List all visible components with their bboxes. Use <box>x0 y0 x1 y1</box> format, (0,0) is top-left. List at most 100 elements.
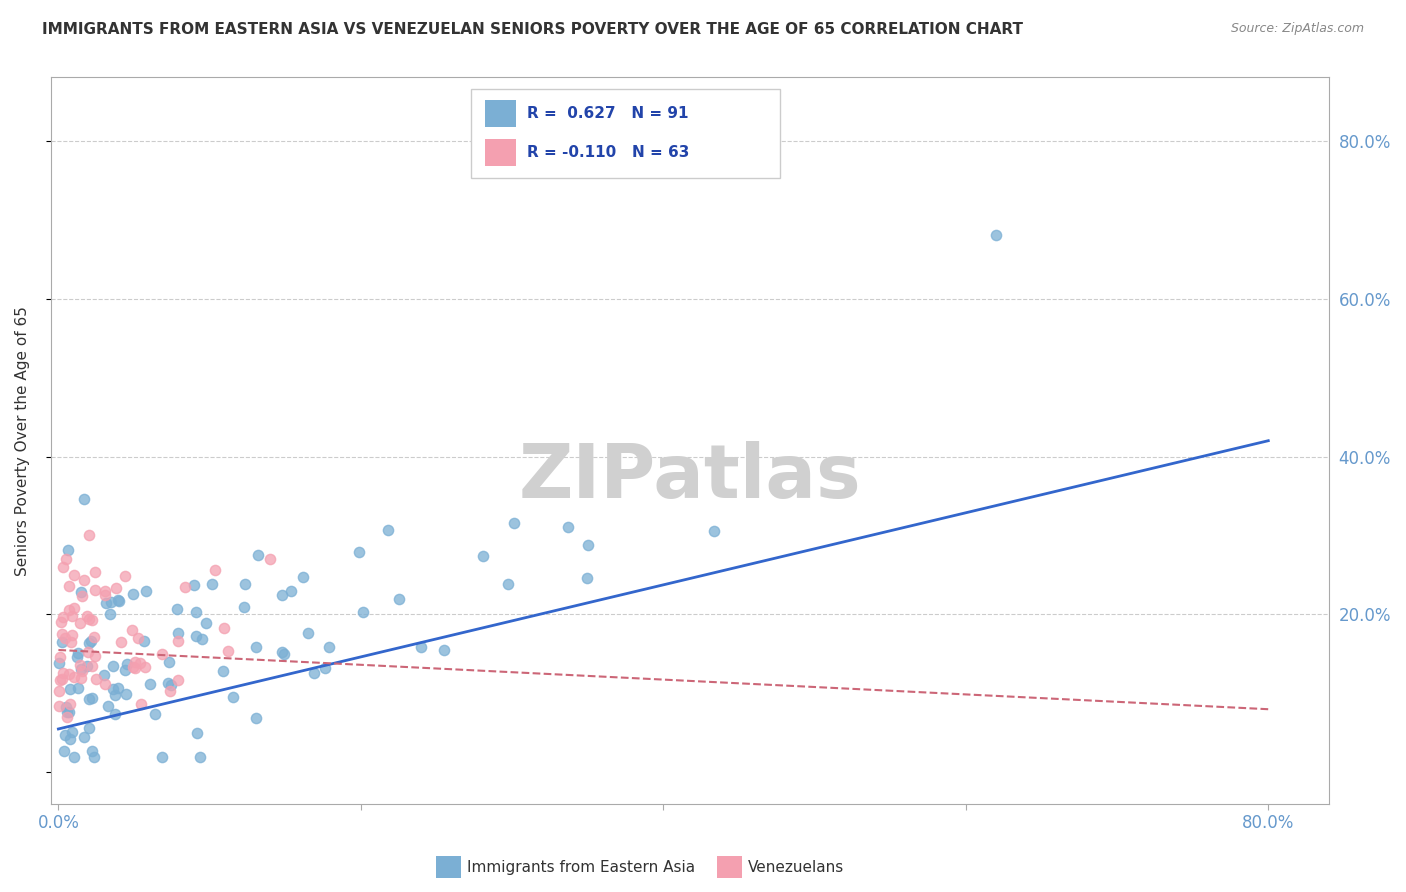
Point <box>347 545 370 559</box>
Point <box>108 593 131 607</box>
Point <box>60 628 83 642</box>
Point <box>63 601 86 615</box>
Point <box>174 580 197 594</box>
Point <box>83 749 105 764</box>
Point <box>49 673 72 687</box>
Point <box>48 656 70 670</box>
Point <box>183 578 205 592</box>
Point <box>167 626 190 640</box>
Point <box>471 549 494 564</box>
Point <box>186 725 208 739</box>
Point <box>218 644 240 658</box>
Point <box>59 698 82 712</box>
Point <box>96 595 118 609</box>
Point <box>58 666 80 681</box>
Point <box>703 524 725 539</box>
Point <box>83 583 105 598</box>
Point <box>190 632 212 646</box>
Point <box>245 640 267 654</box>
Point <box>100 607 122 622</box>
Point <box>51 672 73 686</box>
Point <box>104 706 127 721</box>
Point <box>143 706 166 721</box>
Point <box>52 560 75 574</box>
Point <box>70 671 93 685</box>
Point <box>76 645 98 659</box>
Point <box>79 612 101 626</box>
Point <box>502 516 524 530</box>
Point <box>63 749 86 764</box>
Point <box>280 584 302 599</box>
Point <box>70 585 93 599</box>
Point <box>117 657 139 671</box>
Point <box>69 615 91 630</box>
Point <box>59 731 82 746</box>
Point <box>48 699 70 714</box>
Point <box>104 582 127 596</box>
Point <box>114 663 136 677</box>
Point <box>77 721 100 735</box>
Point <box>433 642 456 657</box>
Point <box>84 672 107 686</box>
Point <box>245 710 267 724</box>
Point <box>204 563 226 577</box>
Point <box>129 697 152 711</box>
Point <box>984 228 1007 243</box>
Point <box>157 655 180 669</box>
Point <box>82 613 104 627</box>
Point <box>103 682 125 697</box>
Point <box>124 655 146 669</box>
Point <box>496 577 519 591</box>
Text: Immigrants from Eastern Asia: Immigrants from Eastern Asia <box>467 860 695 874</box>
Point <box>58 542 80 557</box>
Point <box>121 587 143 601</box>
Point <box>66 649 89 664</box>
Point <box>107 592 129 607</box>
Point <box>70 662 93 676</box>
Point <box>259 552 281 566</box>
Point <box>270 645 292 659</box>
Point <box>156 676 179 690</box>
Point <box>97 699 120 714</box>
Point <box>80 744 103 758</box>
Point <box>388 591 411 606</box>
Point <box>56 706 79 720</box>
Point <box>60 724 83 739</box>
Point <box>411 640 433 654</box>
Point <box>80 633 103 648</box>
Point <box>66 646 89 660</box>
Point <box>73 492 96 507</box>
Point <box>195 615 218 630</box>
Point <box>110 634 132 648</box>
Point <box>94 588 117 602</box>
Point <box>83 631 105 645</box>
Point <box>132 634 155 648</box>
Point <box>167 673 190 688</box>
Point <box>58 705 80 719</box>
Point <box>76 658 98 673</box>
Point <box>139 677 162 691</box>
Point <box>246 548 269 562</box>
Point <box>186 605 208 619</box>
Point <box>114 687 136 701</box>
Point <box>318 640 340 655</box>
Point <box>52 743 75 757</box>
Point <box>80 690 103 705</box>
Point <box>94 583 117 598</box>
Point <box>79 691 101 706</box>
Point <box>107 681 129 695</box>
Point <box>273 647 295 661</box>
Point <box>103 658 125 673</box>
Point <box>150 648 173 662</box>
Point <box>59 635 82 649</box>
Point <box>233 600 256 615</box>
Point <box>55 631 77 645</box>
Point <box>84 649 107 664</box>
Point <box>93 667 115 681</box>
Point <box>58 603 80 617</box>
Point <box>69 658 91 673</box>
Point <box>127 631 149 645</box>
Point <box>129 657 152 671</box>
Point <box>52 609 75 624</box>
Point <box>160 678 183 692</box>
